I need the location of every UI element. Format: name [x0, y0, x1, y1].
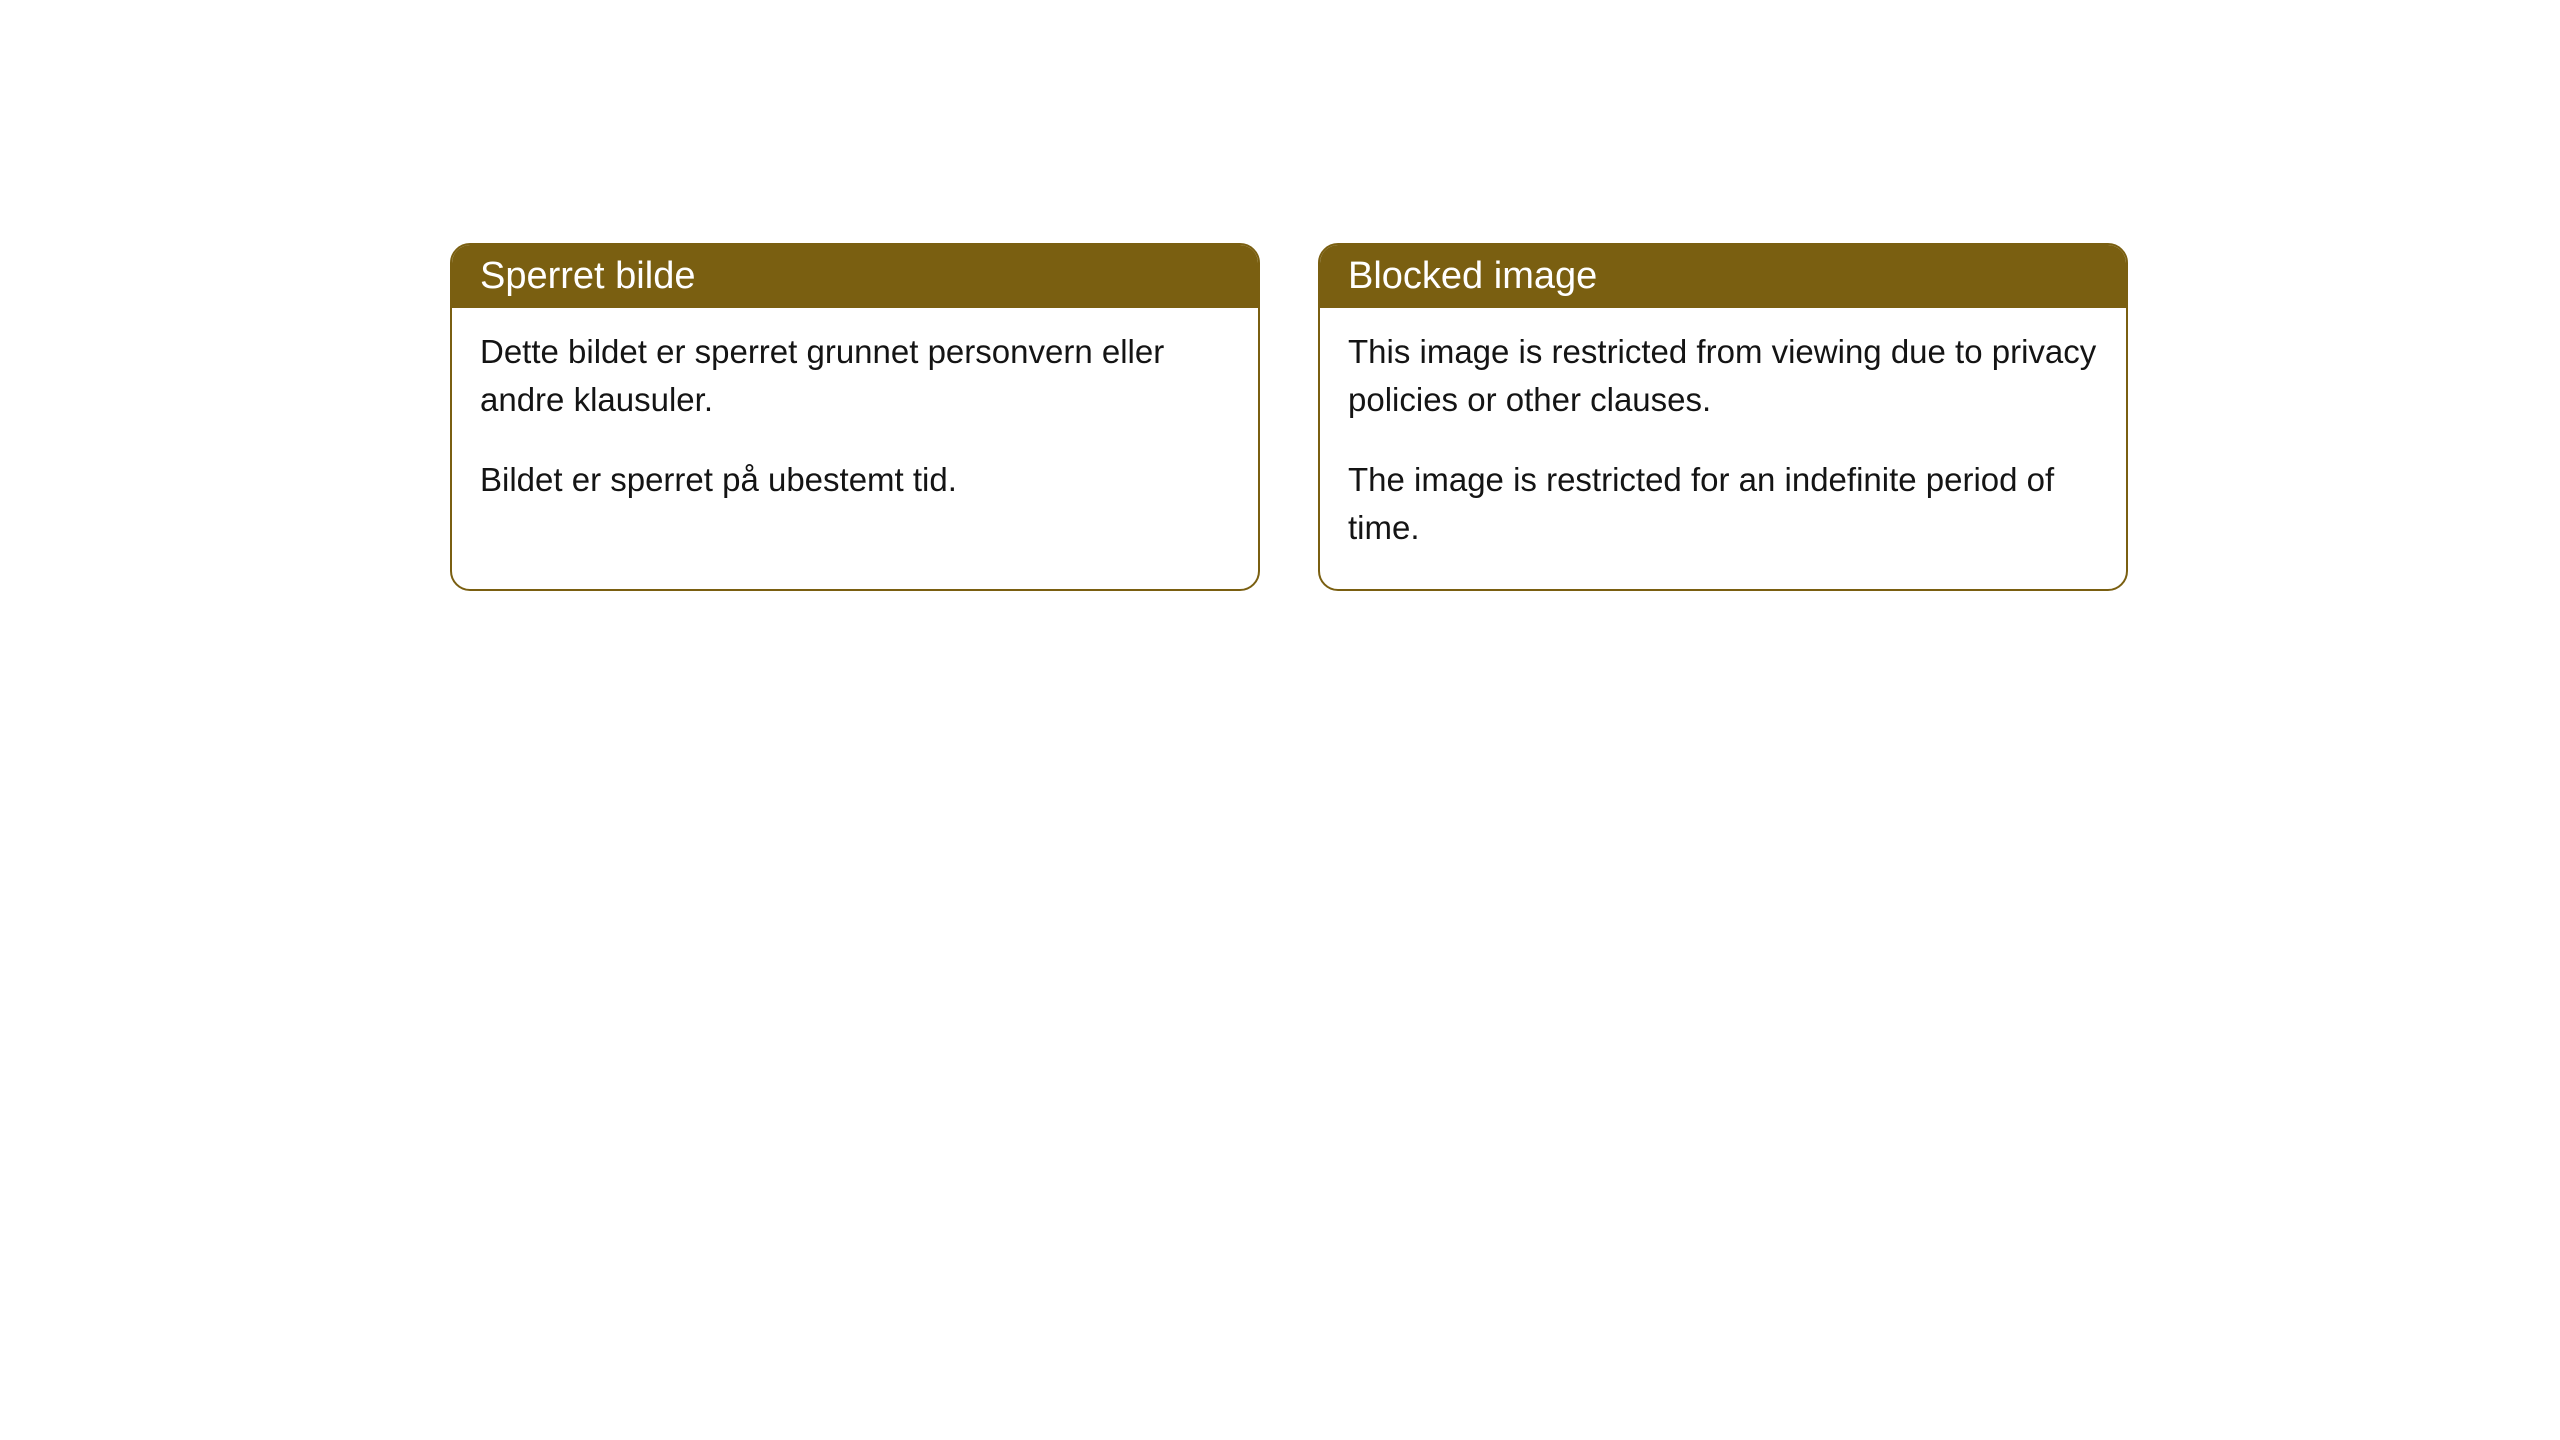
- card-paragraph: Bildet er sperret på ubestemt tid.: [480, 456, 1230, 504]
- blocked-image-card-english: Blocked image This image is restricted f…: [1318, 243, 2128, 591]
- card-body: Dette bildet er sperret grunnet personve…: [452, 308, 1258, 542]
- card-header: Sperret bilde: [452, 245, 1258, 308]
- card-header: Blocked image: [1320, 245, 2126, 308]
- card-paragraph: This image is restricted from viewing du…: [1348, 328, 2098, 424]
- card-paragraph: Dette bildet er sperret grunnet personve…: [480, 328, 1230, 424]
- card-paragraph: The image is restricted for an indefinit…: [1348, 456, 2098, 552]
- cards-container: Sperret bilde Dette bildet er sperret gr…: [0, 0, 2560, 591]
- card-body: This image is restricted from viewing du…: [1320, 308, 2126, 589]
- blocked-image-card-norwegian: Sperret bilde Dette bildet er sperret gr…: [450, 243, 1260, 591]
